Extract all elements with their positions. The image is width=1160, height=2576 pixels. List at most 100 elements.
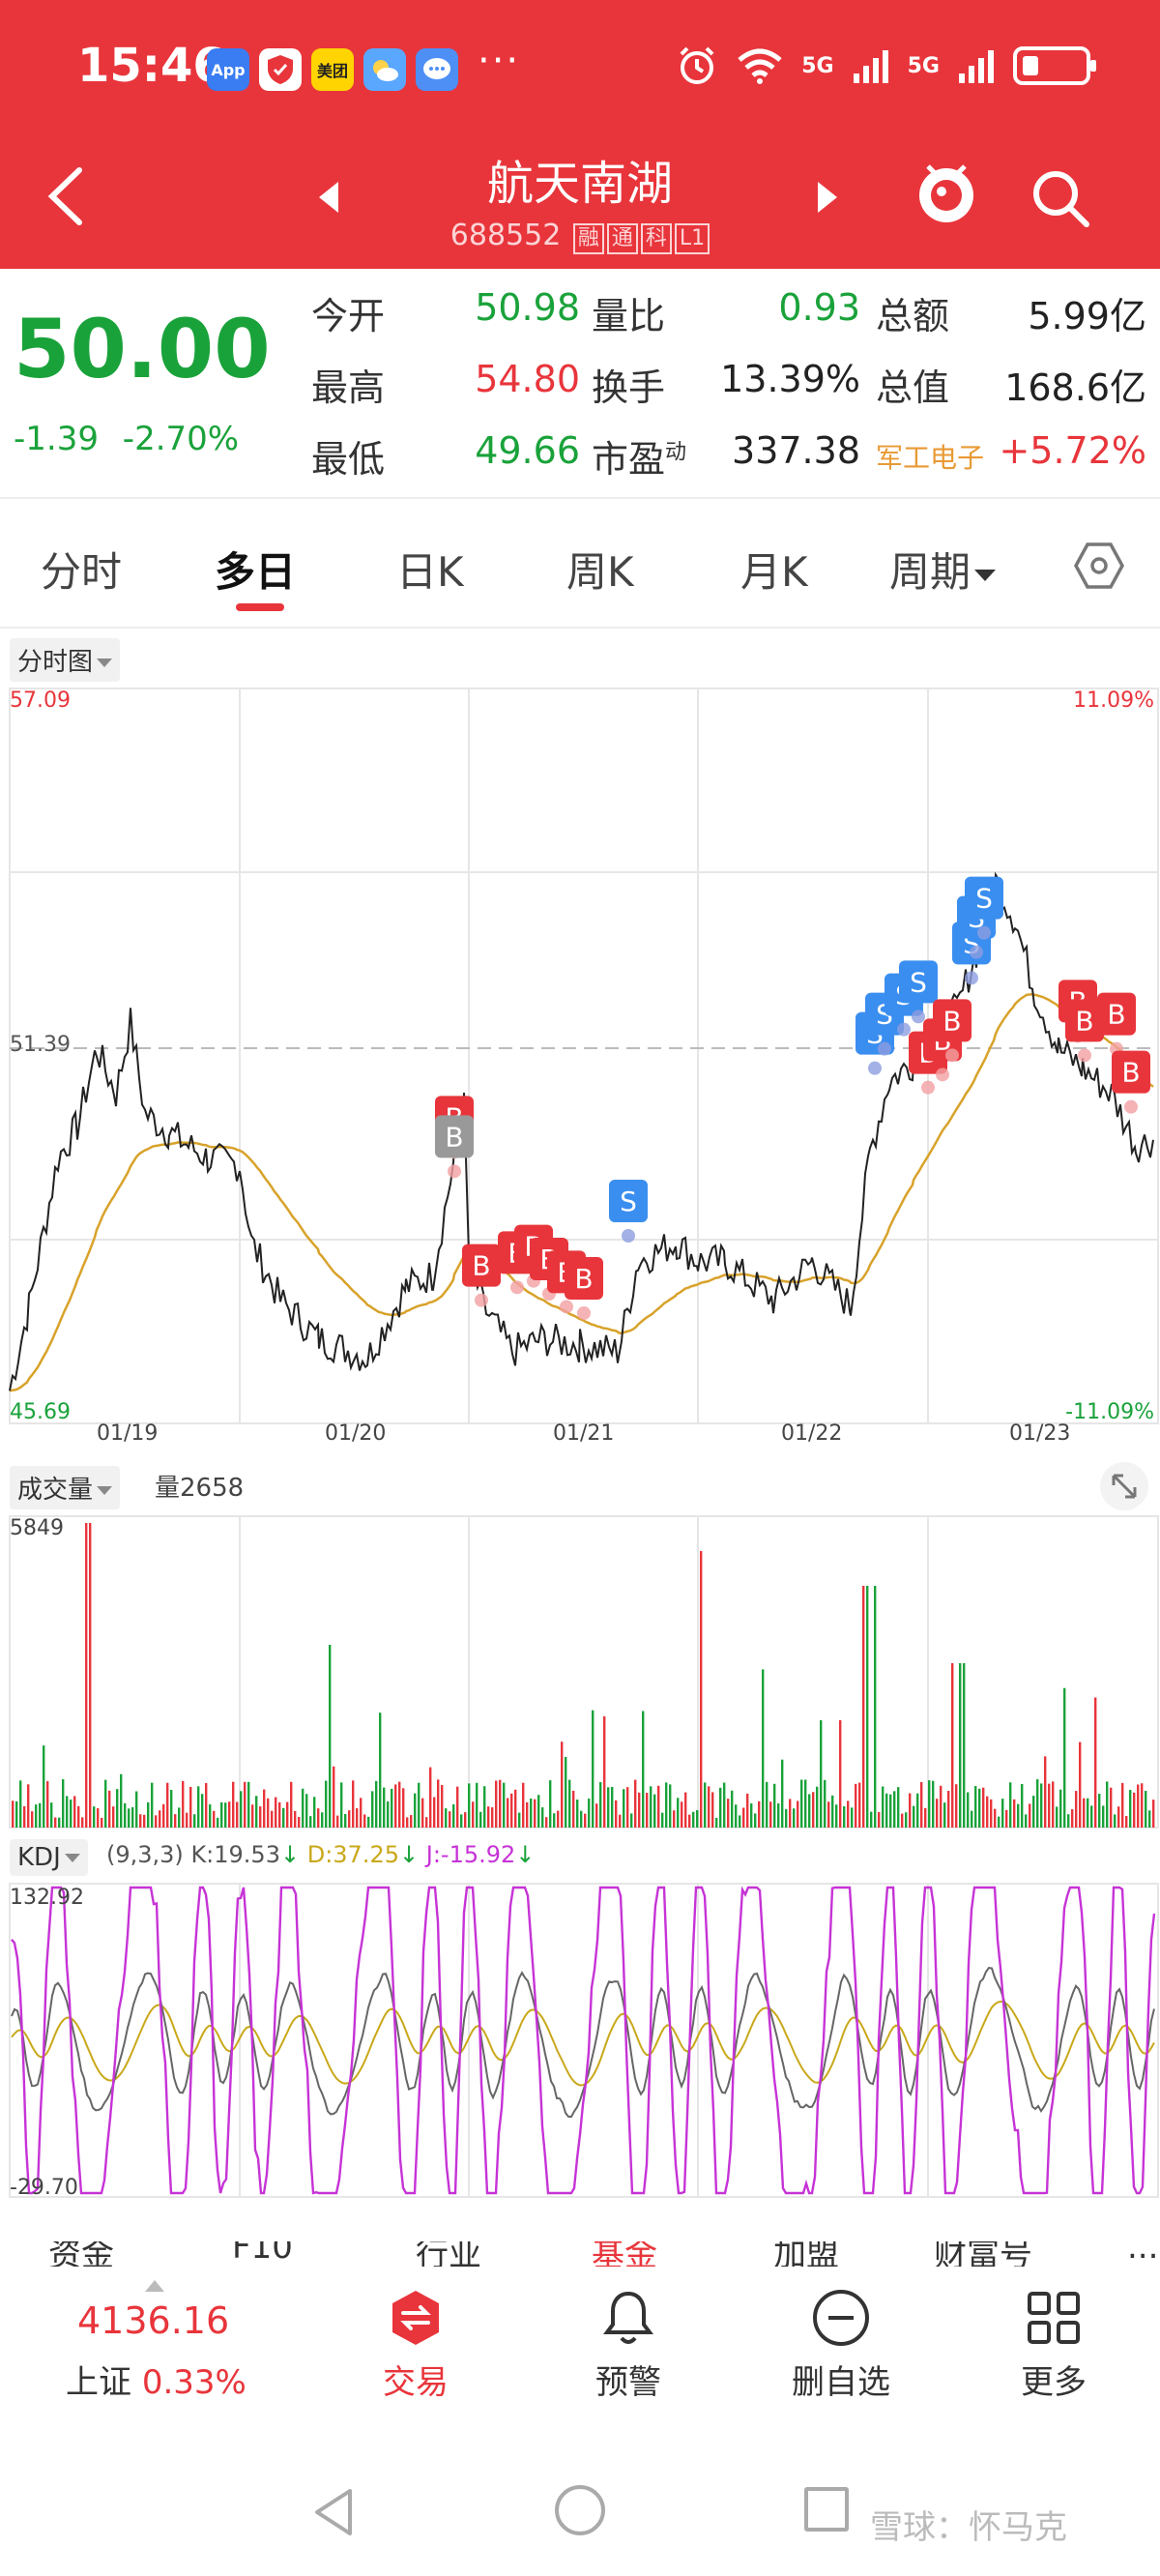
expand-up-icon[interactable]: [145, 2280, 164, 2292]
system-back-icon[interactable]: [309, 2485, 358, 2539]
volume-bar: [224, 1802, 227, 1828]
kdj-params: (9,3,3): [106, 1841, 184, 1868]
volume-bar: [777, 1803, 780, 1828]
peek-item-7[interactable]: ...: [1127, 2241, 1159, 2267]
sell-marker-8[interactable]: S: [609, 1180, 648, 1243]
system-home-icon[interactable]: [555, 2485, 605, 2535]
multi-day-chart[interactable]: BBBBBBBBSSSSSBBBSSSBBBB: [0, 0, 1160, 2243]
volume-bar: [1133, 1792, 1136, 1828]
index-value[interactable]: 4136.16: [77, 2299, 230, 2342]
volume-bar: [781, 1759, 784, 1828]
volume-bar: [769, 1801, 772, 1828]
indicator-selector[interactable]: KDJ: [10, 1839, 88, 1876]
tab-period[interactable]: 周期: [889, 540, 997, 599]
watermark: 雪球：怀马克: [870, 2508, 1067, 2547]
expand-icon[interactable]: [1100, 1462, 1148, 1510]
back-icon[interactable]: [41, 162, 89, 230]
sell-marker-12[interactable]: S: [899, 960, 938, 1024]
alert-button[interactable]: 预警: [561, 2288, 696, 2403]
volume-bar: [982, 1787, 985, 1828]
volume-bar: [827, 1801, 830, 1828]
chevron-down-icon: [64, 1854, 80, 1862]
volume-bar: [831, 1795, 834, 1828]
prev-stock-icon[interactable]: [319, 182, 338, 213]
volume-bar: [1029, 1803, 1031, 1828]
volume-bar: [897, 1787, 900, 1828]
volume-bar: [371, 1791, 374, 1828]
buy-marker-7[interactable]: B: [565, 1257, 603, 1320]
volume-bar: [700, 1551, 703, 1828]
volume-bar: [503, 1782, 506, 1828]
alarm-icon: [680, 46, 714, 84]
peek-item-1[interactable]: 资金: [48, 2241, 114, 2267]
buy-marker-2[interactable]: B: [462, 1244, 501, 1307]
volume-bar: [344, 1813, 347, 1828]
buy-marker-21[interactable]: B: [1097, 992, 1136, 1056]
volume-bar: [561, 1742, 564, 1828]
volume-bar: [766, 1781, 768, 1828]
buy-marker-15[interactable]: B: [933, 999, 972, 1063]
sector-label[interactable]: 军工电子: [876, 442, 985, 474]
assistant-bot-icon[interactable]: [914, 157, 978, 226]
volume-bar: [379, 1712, 382, 1828]
volume-bar: [541, 1807, 544, 1828]
more-label: 更多: [1021, 2363, 1087, 2402]
stock-code: 688552: [450, 219, 562, 252]
volume-bar: [634, 1779, 637, 1828]
volume-bar: [615, 1800, 618, 1828]
volume-bar: [174, 1814, 177, 1828]
low-label: 最低: [311, 438, 386, 481]
tab-daily-k[interactable]: 日K: [396, 548, 464, 596]
peek-item-3[interactable]: 行业: [416, 2241, 481, 2267]
volume-bar: [1017, 1803, 1020, 1828]
tab-weekly-k[interactable]: 周K: [566, 548, 634, 596]
volume-bar: [348, 1810, 351, 1828]
volume-bar: [638, 1792, 641, 1828]
index-name-text: 上证: [66, 2363, 131, 2402]
tab-multi-day[interactable]: 多日: [215, 548, 297, 596]
volume-bar: [302, 1788, 304, 1828]
volume-bar: [263, 1789, 266, 1828]
peek-item-6[interactable]: 财富号: [934, 2241, 1032, 2267]
buy-marker-1[interactable]: B: [435, 1115, 474, 1179]
more-button[interactable]: 更多: [986, 2288, 1121, 2403]
volume-selector[interactable]: 成交量: [10, 1466, 121, 1509]
peek-item-2[interactable]: F10: [232, 2241, 293, 2267]
volume-bar: [313, 1797, 316, 1828]
volume-bar: [275, 1797, 277, 1828]
volume-bar: [35, 1804, 38, 1828]
minus-circle-icon: [811, 2288, 871, 2348]
sell-marker-18[interactable]: S: [965, 876, 1003, 940]
index-name[interactable]: 上证 0.33%: [66, 2356, 246, 2403]
volume-bar: [1121, 1782, 1124, 1828]
volume-bar: [39, 1802, 42, 1828]
system-recents-icon[interactable]: [804, 2487, 849, 2532]
peek-item-4[interactable]: 基金: [592, 2241, 657, 2267]
svg-text:B: B: [1075, 1005, 1093, 1037]
volume-bar: [418, 1782, 420, 1828]
trade-button[interactable]: 交易: [348, 2288, 483, 2403]
tab-monthly-k[interactable]: 月K: [740, 548, 808, 596]
alert-label: 预警: [595, 2363, 661, 2402]
buy-marker-20[interactable]: B: [1065, 999, 1104, 1063]
change-value: -1.39: [14, 420, 99, 458]
kdj-d-line: [11, 2000, 1155, 2087]
stock-name: 航天南湖: [486, 157, 673, 211]
buy-marker-22[interactable]: B: [1112, 1050, 1150, 1114]
next-stock-icon[interactable]: [818, 182, 837, 213]
volume-bar: [994, 1808, 997, 1828]
tab-intraday[interactable]: 分时: [41, 548, 123, 596]
volume-bar: [584, 1813, 587, 1828]
tab-period-label: 周期: [889, 548, 972, 596]
chart-type-selector[interactable]: 分时图: [10, 638, 121, 682]
high-value: 54.80: [475, 358, 580, 400]
volume-ratio-value: 0.93: [778, 286, 860, 329]
volume-bar: [321, 1812, 324, 1828]
volume-bar: [522, 1782, 525, 1828]
remove-watchlist-button[interactable]: 删自选: [773, 2288, 909, 2403]
search-icon[interactable]: [1029, 166, 1092, 230]
peek-item-5[interactable]: 加盟: [773, 2241, 839, 2267]
volume-bar: [800, 1779, 803, 1828]
message-icon: [416, 48, 458, 91]
settings-hex-icon[interactable]: [1073, 540, 1125, 592]
